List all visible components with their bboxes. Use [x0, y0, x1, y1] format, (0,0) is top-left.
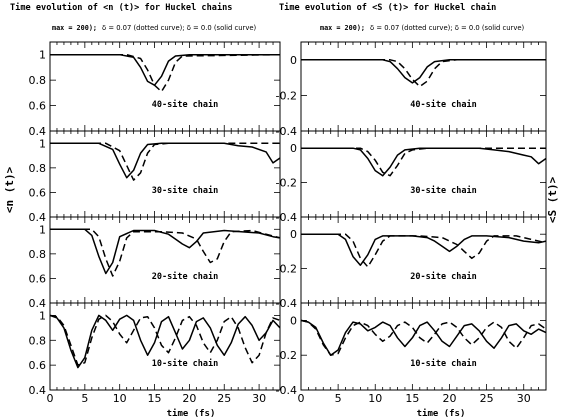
x-tick-label: 10: [113, 392, 127, 405]
plot-frame: [300, 216, 547, 304]
y-tick-label: 0.8: [29, 162, 47, 175]
series-solid: [50, 142, 281, 179]
series-dashed: [301, 233, 547, 268]
y-tick-label: -0.4: [276, 384, 297, 397]
series-solid: [301, 233, 547, 266]
series-dashed: [50, 228, 281, 277]
x-tick-label: 30: [252, 392, 266, 405]
series-dashed: [300, 319, 547, 356]
right-subtitle-max: max = 200);: [320, 24, 365, 32]
x-tick-label: 20: [442, 392, 456, 405]
y-tick-label: 0.4: [29, 125, 47, 138]
y-tick-label: 0: [290, 314, 297, 327]
x-tick-label: 5: [335, 392, 342, 405]
series-solid: [50, 53, 280, 86]
panel-left-2: 0.4 0.6 0.8 1 20-site chain: [29, 216, 281, 310]
right-subtitle-rest: δ = 0.07 (dotted curve); δ = 0.0 (solid …: [370, 24, 525, 32]
y-tick-label: 0.8: [29, 248, 47, 261]
left-subtitle-max: max = 200);: [52, 24, 97, 32]
series-dashed: [50, 53, 281, 93]
y-tick-label: 0.4: [29, 297, 47, 310]
series-dashed: [301, 59, 546, 88]
x-tick-label: 10: [368, 392, 382, 405]
panel-right-1: -0.4 -0.2 0 30-site chain: [276, 130, 547, 224]
panel-label: 20-site chain: [410, 271, 477, 282]
plot-frame: [300, 302, 547, 391]
right-subtitle: max = 200); δ = 0.07 (dotted curve); δ = …: [320, 24, 525, 32]
y-tick-label: 0.6: [29, 186, 47, 199]
left-ylabel: <n (t)>: [3, 166, 16, 213]
x-tick-label: 30: [517, 392, 531, 405]
y-tick-label: 0.8: [29, 334, 47, 347]
y-tick-label: 1: [39, 309, 46, 322]
y-tick-label: -0.2: [276, 177, 297, 190]
y-tick-label: 0.6: [29, 359, 47, 372]
y-tick-label: -0.2: [276, 349, 297, 362]
left-title: Time evolution of <n (t)> for Huckel cha…: [10, 2, 232, 13]
left-xlabel: time (fs): [167, 408, 216, 419]
series-dashed: [50, 142, 280, 181]
left-subtitle-rest: δ = 0.07 (dotted curve); δ = 0.0 (solid …: [102, 24, 257, 32]
right-ylabel: <S (t)>: [546, 176, 559, 223]
x-tick-label: 0: [47, 392, 54, 405]
panel-right-3: -0.4 -0.2 0 0 5 10 15 20 25 30 10-site chain: [276, 302, 547, 405]
plot-frame: [300, 130, 547, 218]
series-solid: [49, 314, 281, 369]
panel-label: 40-site chain: [152, 99, 219, 110]
series-dashed: [301, 147, 546, 177]
y-tick-label: 0.6: [29, 272, 47, 285]
left-subtitle: max = 200); δ = 0.07 (dotted curve); δ = …: [52, 24, 257, 32]
y-tick-label: -0.2: [276, 263, 297, 276]
series-solid: [50, 228, 281, 275]
y-tick-label: 0: [290, 142, 297, 155]
y-tick-label: -0.4: [276, 297, 297, 310]
panel-right-2: -0.4 -0.2 0 20-site chain: [276, 216, 547, 310]
series-dashed: [49, 314, 281, 366]
plot-frame: [300, 41, 547, 132]
right-xlabel: time (fs): [417, 408, 466, 419]
y-tick-label: 0.4: [29, 211, 47, 224]
y-tick-label: 0.8: [29, 74, 47, 87]
x-tick-label: 5: [81, 392, 88, 405]
y-tick-label: 0.4: [29, 384, 47, 397]
y-tick-label: -0.4: [276, 125, 297, 138]
y-tick-label: 0.6: [29, 100, 47, 113]
panel-left-0: 0.4 0.6 0.8 1 40-site chain: [29, 41, 281, 138]
series-solid: [300, 319, 547, 356]
panel-left-1: 0.4 0.6 0.8 1 30-site chain: [29, 130, 281, 224]
x-tick-label: 15: [405, 392, 419, 405]
y-tick-label: 1: [39, 49, 46, 62]
plot-frame: [49, 302, 281, 391]
right-title: Time evolution of <S (t)> for Huckel cha…: [279, 2, 496, 13]
panel-label: 10-site chain: [152, 358, 219, 369]
x-tick-label: 25: [217, 392, 231, 405]
y-tick-label: 0: [290, 228, 297, 241]
y-tick-label: -0.4: [276, 211, 297, 224]
panel-label: 10-site chain: [410, 358, 477, 369]
panel-label: 30-site chain: [410, 185, 477, 196]
panel-label: 20-site chain: [152, 271, 219, 282]
panel-right-0: -0.4 -0.2 0 40-site chain: [276, 41, 547, 138]
x-tick-label: 0: [298, 392, 305, 405]
y-tick-label: -0.2: [276, 89, 297, 102]
y-tick-label: 0: [290, 54, 297, 67]
y-tick-label: 1: [39, 223, 46, 236]
x-tick-label: 20: [182, 392, 196, 405]
panel-label: 40-site chain: [410, 99, 477, 110]
panels: 0.4 0.6 0.8 1 40-site chain 0.4 0.6 0.8 1 30-site…: [29, 41, 547, 405]
panel-label: 30-site chain: [152, 185, 219, 196]
x-tick-label: 25: [480, 392, 494, 405]
series-solid: [301, 147, 547, 177]
series-solid: [301, 59, 546, 84]
x-tick-label: 15: [148, 392, 162, 405]
y-tick-label: 1: [39, 137, 46, 150]
